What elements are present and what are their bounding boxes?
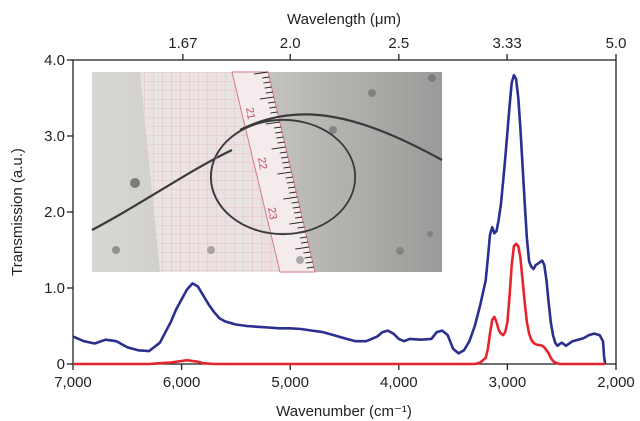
ruler-tick — [295, 246, 310, 250]
ruler-tick — [275, 131, 283, 134]
ruler-tick — [265, 121, 280, 125]
x-tick-label: 4,000 — [380, 374, 418, 391]
ruler-tick — [291, 201, 299, 204]
ruler-tick — [306, 266, 314, 269]
ruler-tick — [269, 106, 277, 109]
x-tick-label: 2,000 — [597, 374, 635, 391]
x-tick-label: 6,000 — [163, 374, 201, 391]
ruler-tick — [283, 166, 291, 169]
ruler-tick — [303, 251, 311, 254]
top-tick-label: 5.0 — [606, 35, 627, 52]
ruler-tick — [262, 76, 270, 79]
ruler-tick — [286, 181, 294, 184]
top-axis-title: Wavelength (μm) — [287, 11, 401, 28]
ruler-tick — [267, 101, 276, 104]
ruler-tick — [265, 91, 273, 94]
top-tick-label: 2.5 — [388, 35, 409, 52]
ruler-tick — [300, 241, 309, 244]
ruler-tick — [277, 171, 292, 175]
inset-photo: 21 22 23 — [91, 71, 443, 273]
ruler-label-21: 21 — [243, 106, 257, 120]
ruler-tick — [305, 261, 313, 264]
ruler-tick — [264, 86, 272, 89]
ruler-tick — [287, 186, 296, 189]
ruler-tick — [283, 196, 298, 200]
ruler-tick — [259, 96, 274, 100]
top-tick-label: 2.0 — [280, 35, 301, 52]
ruler-label-22: 22 — [255, 156, 269, 170]
ruler-label-23: 23 — [265, 206, 279, 220]
y-axis-title: Transmission (a.u.) — [9, 148, 26, 276]
ruler-tick — [289, 191, 297, 194]
series-line-red — [73, 242, 606, 366]
ruler-tick — [295, 216, 303, 219]
x-tick-label: 3,000 — [489, 374, 527, 391]
axis-tick-labels: 7,000 6,000 5,000 4,000 3,000 2,000 0 1.0 2.0 3.0… — [44, 35, 635, 391]
ruler-tick — [263, 81, 271, 84]
y-tick-label: 0 — [57, 356, 65, 373]
ruler-tick — [293, 211, 301, 214]
ruler-tick — [297, 226, 305, 229]
series-line-blue — [72, 73, 607, 365]
y-tick-label: 2.0 — [44, 204, 65, 221]
y-tick-label: 4.0 — [44, 52, 65, 69]
ruler-tick — [271, 146, 286, 150]
ruler-tick — [273, 126, 281, 129]
top-tick-label: 3.33 — [492, 35, 521, 52]
ruler-tick — [299, 236, 307, 239]
ruler-tick — [282, 161, 290, 164]
ruler-tick — [304, 256, 312, 259]
y-tick-label: 3.0 — [44, 128, 65, 145]
ruler-tick — [253, 71, 269, 75]
top-tick-label: 1.67 — [168, 35, 197, 52]
y-tick-label: 1.0 — [44, 280, 65, 297]
x-axis-title: Wavenumber (cm⁻¹) — [276, 403, 412, 420]
ruler-tick — [292, 206, 300, 209]
x-tick-label: 5,000 — [271, 374, 309, 391]
ruler-tick — [277, 141, 285, 144]
ruler-tick — [276, 136, 284, 139]
ruler-tick — [285, 176, 293, 179]
ruler-tick — [289, 221, 304, 225]
ruler-tick — [280, 156, 289, 159]
ruler-tick — [279, 151, 287, 154]
x-tick-label: 7,000 — [54, 374, 92, 391]
ruler-tick — [270, 111, 278, 114]
